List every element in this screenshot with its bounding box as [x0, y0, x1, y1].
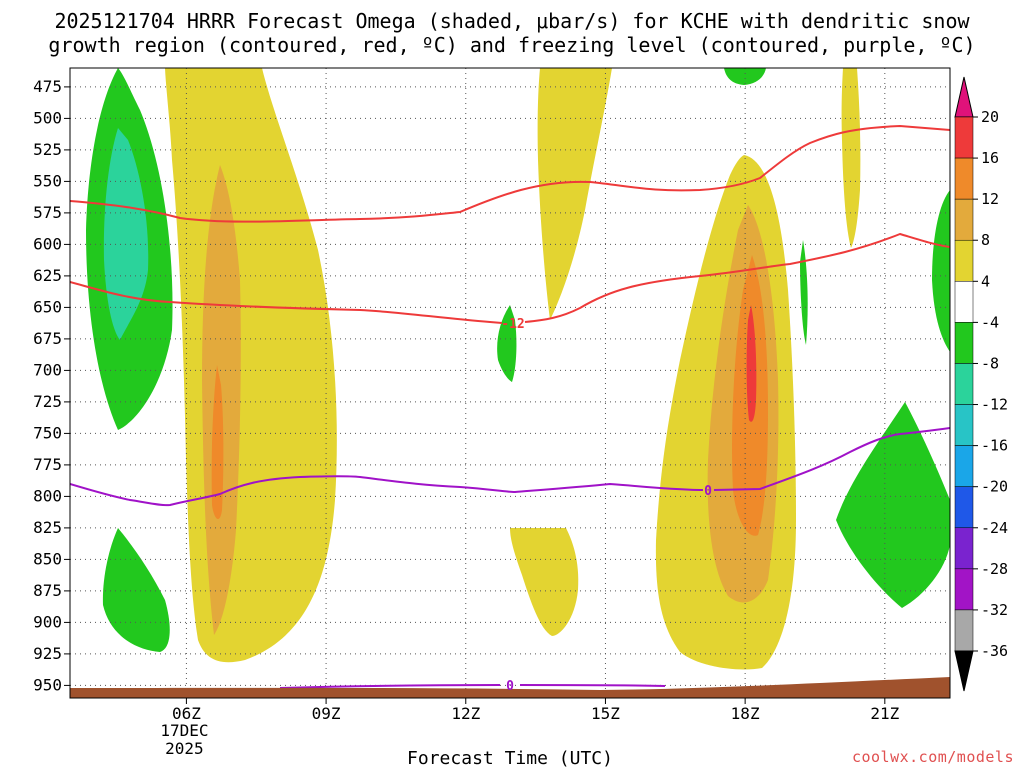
colorbar-label--16: -16 [981, 437, 1008, 455]
shaded-omega-field [86, 68, 950, 670]
colorbar: 20 16 12 8 4 -4 -8 -12 -16 -20 -24 -28 -32 -36 [954, 76, 1008, 692]
colorbar-label-20: 20 [981, 108, 999, 126]
x-tick-label-15Z: 15Z [591, 704, 620, 723]
colorbar-swatch-7 [954, 404, 974, 446]
plot-frame [69, 67, 951, 699]
colorbar-swatch-1 [954, 157, 974, 200]
colorbar-swatch-5 [954, 322, 974, 364]
x-year-label: 2025 [165, 739, 204, 758]
terrain-surface [70, 677, 950, 698]
y-tick-label-625: 625 [33, 266, 62, 285]
dgz-contour-label: -12 [501, 317, 524, 332]
x-tick-label-21Z: 21Z [870, 704, 899, 723]
colorbar-swatch-12 [954, 609, 974, 652]
colorbar-label-16: 16 [981, 149, 999, 167]
freezing-contour-label-surface: 0 [506, 679, 514, 694]
colorbar-label--8: -8 [981, 354, 999, 372]
colorbar-label--20: -20 [981, 478, 1008, 496]
colorbar-swatch-3 [954, 239, 974, 282]
y-tick-label-675: 675 [33, 329, 62, 348]
y-tick-label-500: 500 [33, 108, 62, 127]
colorbar-label--4: -4 [981, 313, 999, 331]
dgz-contour-upper [70, 124, 950, 223]
y-tick-label-525: 525 [33, 140, 62, 159]
x-date-label: 17DEC [160, 721, 208, 740]
colorbar-swatch-0 [954, 116, 974, 159]
y-tick-label-600: 600 [33, 234, 62, 253]
credit-text: coolwx.com/models [852, 748, 1014, 766]
colorbar-label-8: 8 [981, 231, 990, 249]
y-tick-label-925: 925 [33, 644, 62, 663]
colorbar-top-arrow [954, 76, 974, 118]
y-tick-label-775: 775 [33, 455, 62, 474]
colorbar-label-4: 4 [981, 272, 990, 290]
colorbar-label--32: -32 [981, 601, 1008, 619]
y-tick-label-900: 900 [33, 612, 62, 631]
omega-pos-strip-top-mid [537, 68, 612, 320]
colorbar-label--12: -12 [981, 396, 1008, 414]
omega-neg-spot-12z [497, 305, 517, 382]
y-tick-label-800: 800 [33, 486, 62, 505]
y-tick-label-650: 650 [33, 297, 62, 316]
colorbar-swatch-8 [954, 445, 974, 487]
freezing-level-contour [70, 427, 950, 507]
colorbar-swatch-6 [954, 363, 974, 405]
y-tick-label-850: 850 [33, 549, 62, 568]
y-tick-label-475: 475 [33, 77, 62, 96]
colorbar-bottom-arrow [954, 650, 974, 692]
omega-pos-strip-top-right [841, 68, 861, 248]
colorbar-label--28: -28 [981, 560, 1008, 578]
y-tick-label-575: 575 [33, 203, 62, 222]
gridlines [70, 68, 950, 698]
colorbar-swatch-11 [954, 568, 974, 611]
colorbar-swatch-10 [954, 527, 974, 570]
y-tick-label-825: 825 [33, 518, 62, 537]
dgz-contour-lower [70, 232, 950, 324]
y-tick-label-700: 700 [33, 360, 62, 379]
omega-pos-blob-lower-mid [510, 528, 579, 636]
freezing-level-contour-surface [279, 684, 666, 689]
colorbar-label-12: 12 [981, 190, 999, 208]
y-tick-label-725: 725 [33, 392, 62, 411]
omega-neg-blob-lower-left [102, 528, 170, 652]
x-tick-label-09Z: 09Z [312, 704, 341, 723]
colorbar-swatch-2 [954, 198, 974, 241]
omega-neg-streak-19z [800, 240, 808, 345]
x-tick-label-12Z: 12Z [451, 704, 480, 723]
y-tick-label-950: 950 [33, 675, 62, 694]
chart-title-line-2: growth region (contoured, red, ºC) and f… [48, 33, 975, 57]
omega-teal-core-left [103, 128, 149, 340]
omega-pos-plume-left-core [211, 365, 224, 520]
colorbar-label--36: -36 [981, 642, 1008, 660]
omega-pos-plume-right-core [746, 305, 757, 422]
y-tick-label-550: 550 [33, 171, 62, 190]
omega-neg-blob-top-18z [724, 68, 766, 85]
y-tick-label-875: 875 [33, 581, 62, 600]
x-tick-label-18Z: 18Z [731, 704, 760, 723]
y-tick-label-750: 750 [33, 423, 62, 442]
x-axis-title: Forecast Time (UTC) [407, 748, 613, 768]
colorbar-swatch-9 [954, 486, 974, 529]
colorbar-label--24: -24 [981, 519, 1008, 537]
x-tick-label-06Z: 06Z [172, 704, 201, 723]
omega-neg-blob-right-edge [932, 190, 950, 352]
y-axis: 475 500 525 550 575 600 625 650 675 700 725 750 775 8… [33, 77, 70, 694]
colorbar-swatch-4 [954, 281, 974, 323]
freezing-contour-label: 0 [704, 484, 712, 499]
chart-title-line-1: 2025121704 HRRR Forecast Omega (shaded, … [54, 9, 970, 33]
omega-neg-diamond-lower-right [836, 402, 950, 608]
